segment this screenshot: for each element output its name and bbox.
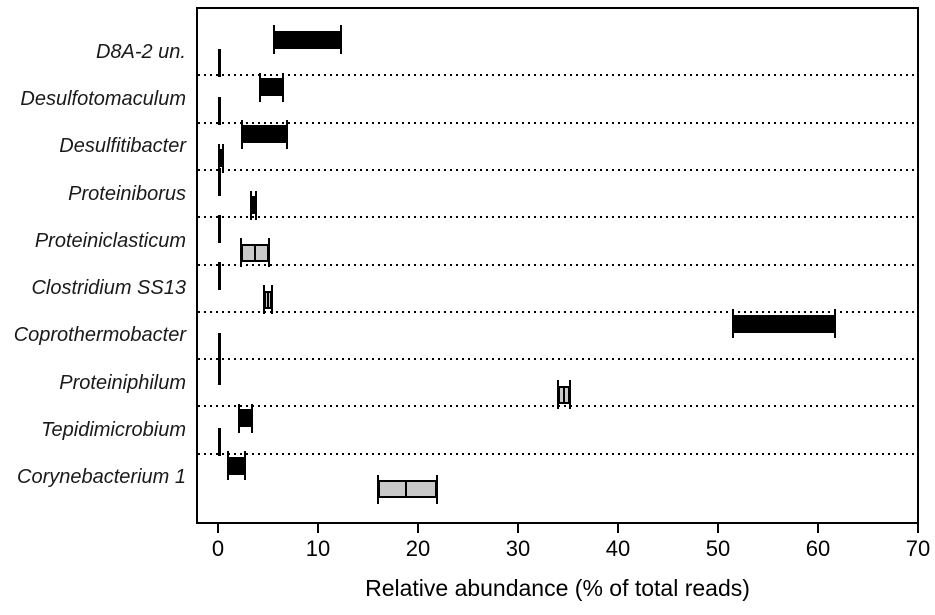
range-line <box>217 49 221 78</box>
taxon-label: Coprothermobacter <box>13 324 186 347</box>
x-tick-label: 70 <box>905 536 931 561</box>
x-tick-label: 30 <box>505 536 531 561</box>
range-bar-black <box>239 409 252 428</box>
x-tick-label: 10 <box>305 536 331 561</box>
dotted-separator <box>198 74 917 77</box>
whisker-cap <box>834 309 836 339</box>
range-line <box>217 356 221 385</box>
whisker-cap <box>286 119 288 149</box>
median-line <box>563 385 565 404</box>
range-bar-black <box>242 125 287 144</box>
whisker-cap <box>732 309 734 339</box>
taxon-label: Clostridium SS13 <box>31 277 186 300</box>
whisker-cap <box>241 119 243 149</box>
range-line <box>217 167 221 196</box>
x-tick-mark <box>417 524 419 533</box>
dotted-separator <box>198 263 917 266</box>
whisker-cap <box>238 403 240 433</box>
range-bar-black <box>251 196 256 215</box>
whisker-cap <box>251 403 253 433</box>
range-bar-black <box>733 314 835 333</box>
range-line <box>218 262 221 291</box>
whisker-cap <box>227 451 229 481</box>
plot-area <box>196 7 919 524</box>
x-tick-label: 60 <box>805 536 831 561</box>
whisker-cap <box>255 190 257 220</box>
whisker-cap <box>250 190 252 220</box>
x-tick-mark <box>217 524 219 533</box>
x-tick-mark <box>917 524 919 533</box>
whisker-cap <box>557 380 559 410</box>
x-tick-mark <box>617 524 619 533</box>
x-axis-label: Relative abundance (% of total reads) <box>365 575 750 601</box>
whisker-cap <box>244 451 246 481</box>
taxon-label: Proteiniborus <box>68 182 186 205</box>
whisker-cap <box>271 285 273 315</box>
dotted-separator <box>198 358 917 361</box>
taxon-label: Desulfotomaculum <box>20 87 186 110</box>
x-tick-label: 0 <box>211 536 225 561</box>
whisker-cap <box>263 285 265 315</box>
whisker-cap <box>282 72 284 102</box>
whisker-cap <box>218 143 220 173</box>
dotted-separator <box>198 452 917 455</box>
range-line <box>217 333 221 362</box>
range-bar-gray <box>378 480 437 499</box>
x-tick-mark <box>317 524 319 533</box>
whisker-cap <box>377 474 379 504</box>
taxon-label: Desulfitibacter <box>59 135 186 158</box>
x-tick-mark <box>717 524 719 533</box>
range-bar-black <box>274 30 341 49</box>
dotted-separator <box>198 121 917 124</box>
range-bar-black <box>219 149 223 168</box>
range-line <box>217 96 221 125</box>
whisker-cap <box>268 238 270 268</box>
whisker-cap <box>222 143 224 173</box>
median-line <box>254 243 256 262</box>
x-tick-label: 50 <box>705 536 731 561</box>
dotted-separator <box>198 216 917 219</box>
x-tick-mark <box>817 524 819 533</box>
whisker-cap <box>240 238 242 268</box>
whisker-cap <box>273 25 275 55</box>
taxon-label: Tepidimicrobium <box>41 419 186 442</box>
range-line <box>217 427 221 456</box>
whisker-cap <box>259 72 261 102</box>
range-bar-black <box>260 78 283 97</box>
taxon-label: D8A-2 un. <box>95 40 186 63</box>
x-tick-label: 40 <box>605 536 631 561</box>
whisker-cap <box>340 25 342 55</box>
range-bar-black <box>228 456 245 475</box>
median-line <box>405 480 407 499</box>
whisker-cap <box>569 380 571 410</box>
range-line <box>217 215 221 244</box>
x-tick-mark <box>517 524 519 533</box>
taxon-label: Corynebacterium 1 <box>17 466 186 489</box>
median-line <box>267 290 269 309</box>
taxon-label: Proteiniphilum <box>59 371 186 394</box>
dotted-separator <box>198 310 917 313</box>
taxon-label: Proteiniclasticum <box>34 229 186 252</box>
dotted-separator <box>198 168 917 171</box>
x-tick-label: 20 <box>405 536 431 561</box>
whisker-cap <box>436 474 438 504</box>
